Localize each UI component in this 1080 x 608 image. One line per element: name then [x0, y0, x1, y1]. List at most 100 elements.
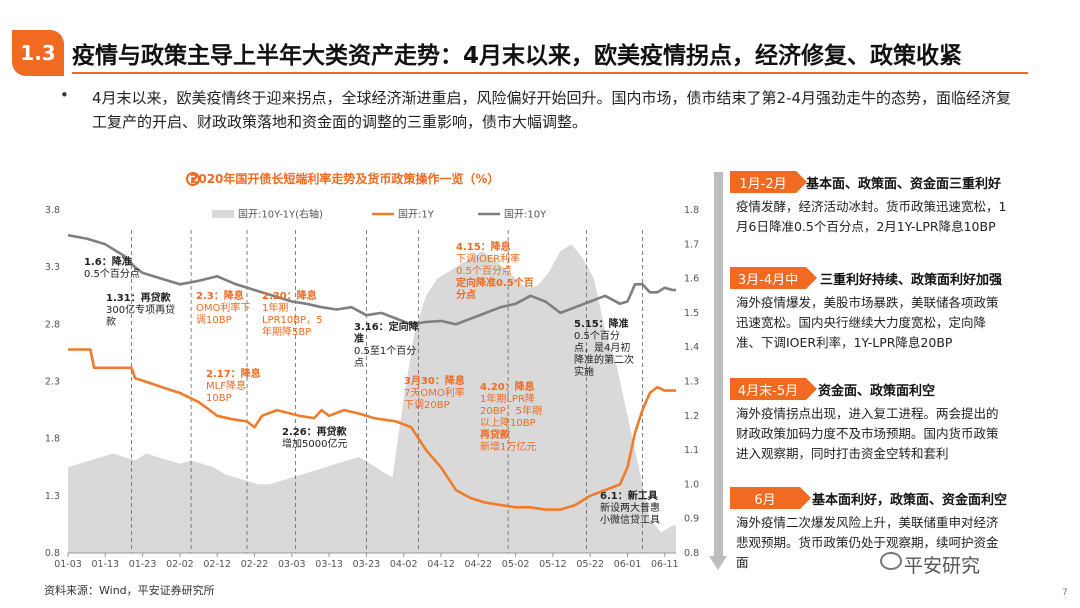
x-tick-label: 06-11: [651, 559, 679, 570]
legend-spread-label: 国开:10Y-1Y(右轴): [238, 208, 323, 221]
phase-title-apr-may: 资金面、政策面利空: [818, 384, 936, 399]
page-title: 疫情与政策主导上半年大类资产走势：4月末以来，欧美疫情拐点，经济修复、政策收紧: [72, 43, 963, 69]
legend-spread-swatch: [212, 210, 234, 218]
timeline-arrow-icon: [709, 556, 727, 570]
annotation-date: 2.17：降息: [206, 369, 261, 380]
y-right-tick-label: 1.2: [684, 411, 699, 422]
phase-desc-mar-apr: 海外疫情爆发，美股市场暴跌，美联储各项政策迅速宽松。国内央行继续大力度宽松，定向…: [736, 295, 999, 350]
annotation-feb26: 2.26：再贷款 增加5000亿元: [282, 427, 360, 451]
target-dot-icon: [186, 172, 200, 186]
page-number: 7: [1062, 588, 1068, 598]
x-tick-label: 05-22: [576, 559, 604, 570]
annotation-apr15: 4.15：降息 下调IOER利率0.5个百分点 定向降准0.5个百分点: [456, 242, 534, 302]
annotation-apr20: 4.20：降息 1年期LPR降20BP，5年期以上降10BP 再贷款 新增1万亿…: [480, 382, 542, 454]
annotation-jan6: 1.6：降准 0.5个百分点: [84, 257, 174, 281]
event-lines-layer: [131, 230, 643, 553]
phase-tag-mar-apr: 3月-4月中: [730, 267, 817, 289]
annotation-text: 1年期LPR10BP，5年期降5BP: [262, 303, 323, 338]
x-tick-label: 05-02: [502, 559, 530, 570]
annotation-text: MLF降息10BP: [206, 381, 246, 404]
annotation-date: 3.16：定向降准: [354, 322, 419, 345]
annotation-date: 6.1：新工具: [600, 491, 658, 502]
annotation-text: 0.5至1个百分点: [354, 346, 417, 369]
title-divider: [72, 72, 1028, 74]
annotation-date-2: 再贷款: [480, 430, 510, 441]
annotation-mar30: 3月30：降息 7天OMO利率下调20BP: [404, 376, 474, 412]
annotation-feb3: 2.3：降息 OMO利率下调10BP: [196, 291, 256, 327]
y-right-tick-label: 1.8: [684, 205, 699, 216]
annotation-date: 4.15：降息: [456, 242, 511, 253]
y-left-tick-label: 3.3: [45, 262, 60, 273]
annotation-text: 0.5个百分点: [84, 269, 140, 280]
annotation-text-2: 新增1万亿元: [480, 442, 537, 453]
annotation-date: 4.20：降息: [480, 382, 535, 393]
annotation-text: 新设两大普惠小微信贷工具: [600, 503, 660, 526]
axis-layer: 3.83.32.82.31.81.30.81.81.71.61.51.41.31…: [45, 205, 699, 570]
chart-legend: 国开:10Y-1Y(右轴) 国开:1Y 国开:10Y: [212, 208, 547, 221]
annotation-text: 1年期LPR降20BP，5年期以上降10BP: [480, 394, 542, 429]
annotation-date: 3月30：降息: [404, 376, 465, 387]
x-tick-label: 04-12: [427, 559, 455, 570]
y-right-tick-label: 1.4: [684, 342, 699, 353]
rate-chart: 3.83.32.82.31.81.30.81.81.71.61.51.41.31…: [45, 205, 699, 570]
watermark: 平安研究: [904, 555, 981, 577]
rate-lines-layer: [67, 233, 676, 511]
annotation-date: 2.3：降息: [196, 291, 244, 302]
x-tick-label: 04-22: [465, 559, 493, 570]
x-tick-label: 01-13: [91, 559, 119, 570]
y-right-tick-label: 1.1: [684, 445, 699, 456]
x-tick-label: 04-02: [390, 559, 418, 570]
x-tick-label: 03-13: [315, 559, 343, 570]
annotation-date: 2.20：降息: [262, 291, 317, 302]
annotation-feb17: 2.17：降息 MLF降息10BP: [206, 369, 268, 405]
phase-title-mar-apr: 三重利好持续、政策面利好加强: [820, 273, 1003, 288]
x-tick-label: 02-22: [241, 559, 269, 570]
phase-title-jun: 基本面利好，政策面、资金面利空: [812, 493, 1008, 508]
annotation-date: 1.31：再贷款: [106, 293, 171, 304]
legend-1y-label: 国开:1Y: [398, 209, 435, 221]
annotation-date: 1.6：降准: [84, 257, 132, 268]
y-left-tick-label: 1.8: [45, 434, 60, 445]
spread-area-layer: [68, 244, 676, 554]
phase-tag-apr-may: 4月末-5月: [730, 378, 817, 400]
x-tick-label: 01-23: [129, 559, 157, 570]
x-tick-label: 03-03: [278, 559, 306, 570]
y-right-tick-label: 1.5: [684, 308, 699, 319]
y-right-tick-label: 0.9: [684, 514, 699, 525]
annotation-text: 300亿专项再贷款: [106, 305, 176, 328]
phase-title-jan-feb: 基本面、政策面、资金面三重利好: [806, 177, 1002, 192]
y-left-tick-label: 2.3: [45, 377, 60, 388]
annotation-text: 增加5000亿元: [282, 439, 348, 450]
annotation-text: 下调IOER利率0.5个百分点: [456, 254, 521, 277]
x-tick-label: 03-23: [353, 559, 381, 570]
chart-title: 2020年国开债长短端利率走势及货币政策操作一览（%）: [190, 172, 500, 186]
annotation-text: 0.5个百分点，是4月初降准的第二次实施: [574, 331, 634, 378]
y-right-tick-label: 1.6: [684, 274, 699, 285]
series-10y-line: [67, 233, 676, 326]
phase-tag-jan-feb: 1月-2月: [730, 171, 807, 193]
x-tick-label: 02-02: [166, 559, 194, 570]
wechat-icon: [880, 552, 902, 570]
annotation-date: 5.15：降准: [574, 319, 629, 330]
annotation-date: 2.26：再贷款: [282, 427, 347, 438]
intro-paragraph: 4月末以来，欧美疫情终于迎来拐点，全球经济渐进重启，风险偏好开始回升。国内市场，…: [92, 89, 1012, 131]
x-tick-label: 06-01: [614, 559, 642, 570]
y-left-tick-label: 0.8: [45, 548, 60, 559]
phase-desc-jun: 海外疫情二次爆发风险上升，美联储重申对经济悲观预期。货币政策仍处于观察期，续呵护…: [736, 515, 999, 570]
phase-desc-jan-feb: 疫情发酵，经济活动冰封。货币政策迅速宽松，1月6日降准0.5个百分点，2月1Y-…: [736, 199, 1007, 234]
y-right-tick-label: 1.7: [684, 239, 699, 250]
bullet-marker: •: [60, 86, 69, 104]
legend-10y-label: 国开:10Y: [504, 209, 547, 221]
annotation-text: 7天OMO利率下调20BP: [404, 388, 465, 411]
y-right-tick-label: 0.8: [684, 548, 699, 559]
x-tick-label: 05-12: [539, 559, 567, 570]
timeline-line: [714, 172, 723, 560]
phase-desc-apr-may: 海外疫情拐点出现，进入复工进程。两会提出的财政政策加码力度不及市场预期。国内货币…: [736, 406, 999, 461]
y-right-tick-label: 1.3: [684, 377, 699, 388]
annotation-jan31: 1.31：再贷款 300亿专项再贷款: [106, 293, 184, 329]
annotation-feb20: 2.20：降息 1年期LPR10BP，5年期降5BP: [262, 291, 328, 339]
y-left-tick-label: 2.8: [45, 319, 60, 330]
annotation-text-2: 定向降准0.5个百分点: [456, 278, 534, 301]
data-source: 资料来源：Wind，平安证券研究所: [44, 584, 215, 597]
annotation-may15: 5.15：降准 0.5个百分点，是4月初降准的第二次实施: [574, 319, 638, 379]
